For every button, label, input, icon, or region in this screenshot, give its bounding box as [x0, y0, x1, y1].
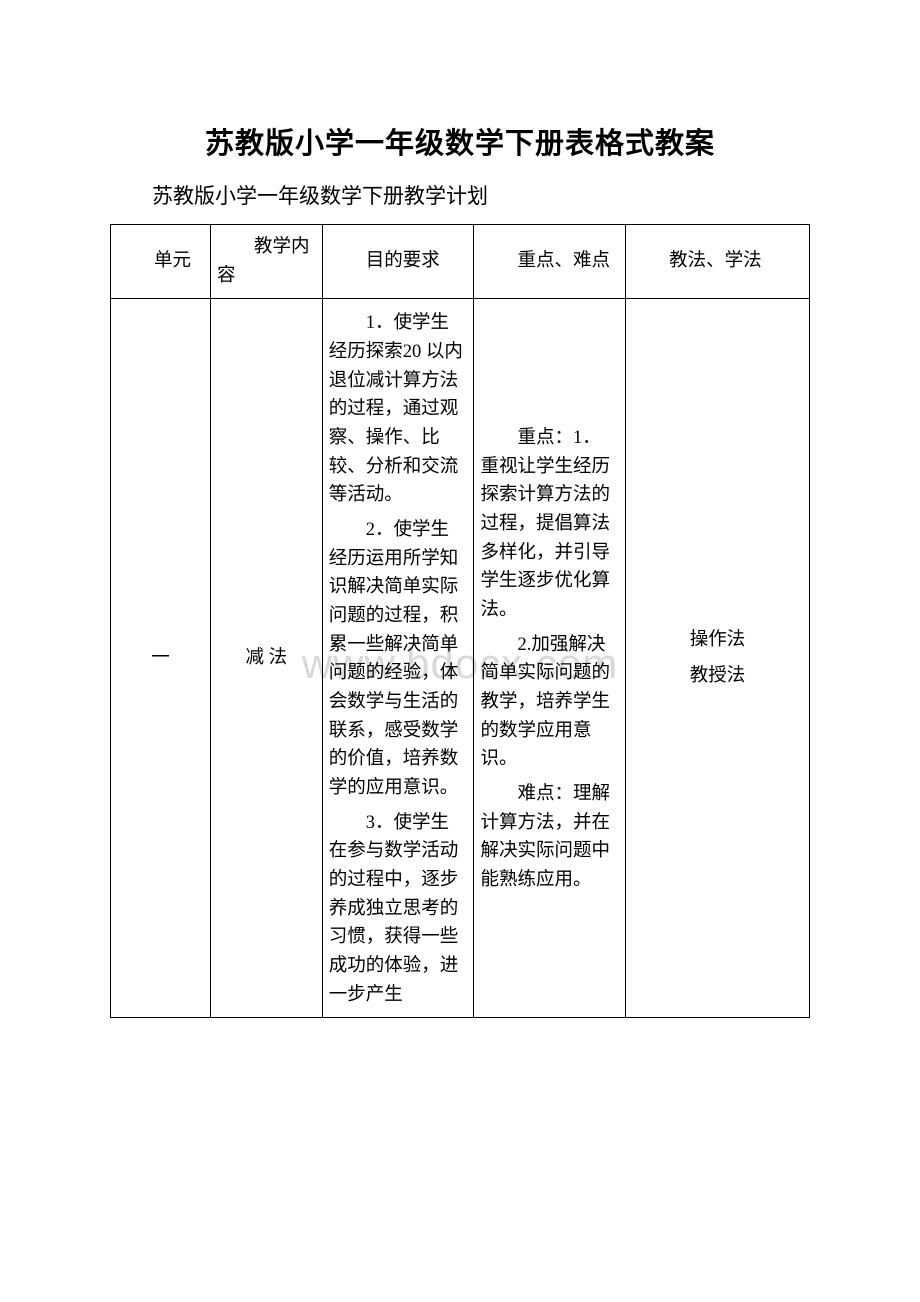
header-topic: 教学内容: [210, 225, 322, 299]
header-goal: 目的要求: [322, 225, 474, 299]
plan-table: 单元 教学内容 目的要求 重点、难点 教法、学法 一 减 法 1．使学生经历探索…: [110, 224, 810, 1018]
key-p2: 2.加强解决简单实际问题的教学，培养学生的数学应用意识。: [480, 631, 619, 774]
goal-p3: 3．使学生在参与数学活动的过程中，逐步养成独立思考的习惯，获得一些成功的体验，进…: [329, 809, 468, 1010]
header-key: 重点、难点: [474, 225, 626, 299]
table-header-row: 单元 教学内容 目的要求 重点、难点 教法、学法: [111, 225, 810, 299]
cell-key: 重点：1．重视让学生经历探索计算方法的过程，提倡算法多样化，并引导学生逐步优化算…: [474, 299, 626, 1018]
cell-goal: 1．使学生经历探索20 以内退位减计算方法的过程，通过观察、操作、比较、分析和交…: [322, 299, 474, 1018]
cell-topic: 减 法: [210, 299, 322, 1018]
cell-unit: 一: [111, 299, 211, 1018]
goal-p1: 1．使学生经历探索20 以内退位减计算方法的过程，通过观察、操作、比较、分析和交…: [329, 309, 468, 510]
page-title: 苏教版小学一年级数学下册表格式教案: [110, 120, 810, 162]
goal-p2: 2．使学生经历运用所学知识解决简单实际问题的过程，积累一些解决简单问题的经验，体…: [329, 516, 468, 803]
header-unit: 单元: [111, 225, 211, 299]
key-p3: 难点：理解计算方法，并在解决实际问题中能熟练应用。: [480, 780, 619, 895]
method-line-2: 教授法: [632, 662, 803, 691]
page-subtitle: 苏教版小学一年级数学下册教学计划: [110, 180, 810, 210]
method-line-1: 操作法: [632, 626, 803, 655]
key-p1: 重点：1．重视让学生经历探索计算方法的过程，提倡算法多样化，并引导学生逐步优化算…: [480, 424, 619, 625]
cell-method: 操作法 教授法: [626, 299, 810, 1018]
header-method: 教法、学法: [626, 225, 810, 299]
table-row: 一 减 法 1．使学生经历探索20 以内退位减计算方法的过程，通过观察、操作、比…: [111, 299, 810, 1018]
